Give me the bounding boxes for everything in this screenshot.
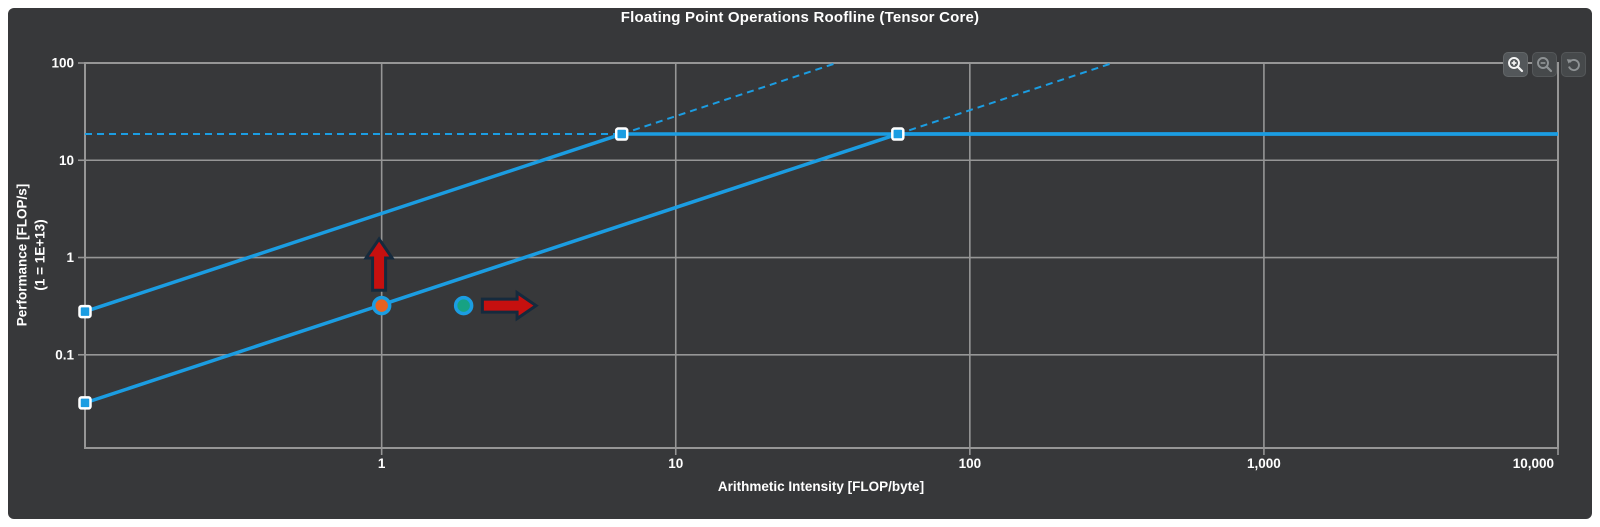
zoom-in-icon (1508, 57, 1524, 73)
reset-zoom-button[interactable] (1561, 52, 1586, 77)
plot-border (84, 62, 1559, 449)
y-tick-label: 1 (66, 250, 74, 265)
y-axis-title-line1: Performance [FLOP/s] (14, 183, 30, 327)
x-tick-label: 1 (378, 456, 386, 471)
y-axis-title-line2: (1 = 1E+13) (32, 219, 47, 291)
kernel-point-teal[interactable] (453, 295, 474, 316)
ridge-point-marker[interactable] (614, 127, 629, 141)
kernel-point-orange[interactable] (371, 295, 392, 316)
reset-zoom-icon (1566, 58, 1580, 71)
intensity-right-arrow (480, 289, 539, 322)
x-tick-label: 10,000 (1513, 456, 1554, 471)
bandwidth-extension-lower (897, 62, 1113, 135)
y-axis-title: Performance [FLOP/s] (1 = 1E+13) (13, 184, 48, 327)
y-tick-label: 0.1 (55, 347, 74, 362)
y-tick-label: 100 (51, 56, 74, 71)
performance-up-arrow (363, 236, 395, 292)
bandwidth-extension-upper (621, 62, 837, 135)
chart-toolbar (1503, 52, 1586, 77)
bandwidth-roofline-lower[interactable] (84, 132, 1558, 405)
ridge-point-marker[interactable] (891, 127, 905, 141)
x-tick-label: 100 (959, 456, 982, 471)
zoom-out-icon (1537, 57, 1553, 73)
chart-panel (8, 8, 1592, 519)
x-axis-title: Arithmetic Intensity [FLOP/byte] (717, 479, 925, 494)
y-tick-label: 10 (59, 153, 74, 168)
chart-title: Floating Point Operations Roofline (Tens… (620, 9, 980, 26)
x-tick-label: 1,000 (1247, 456, 1281, 471)
zoom-out-button[interactable] (1532, 52, 1557, 77)
series-start-marker[interactable] (78, 396, 92, 410)
x-tick-label: 10 (668, 456, 683, 471)
zoom-in-button[interactable] (1503, 52, 1528, 77)
series-start-marker[interactable] (78, 304, 92, 319)
